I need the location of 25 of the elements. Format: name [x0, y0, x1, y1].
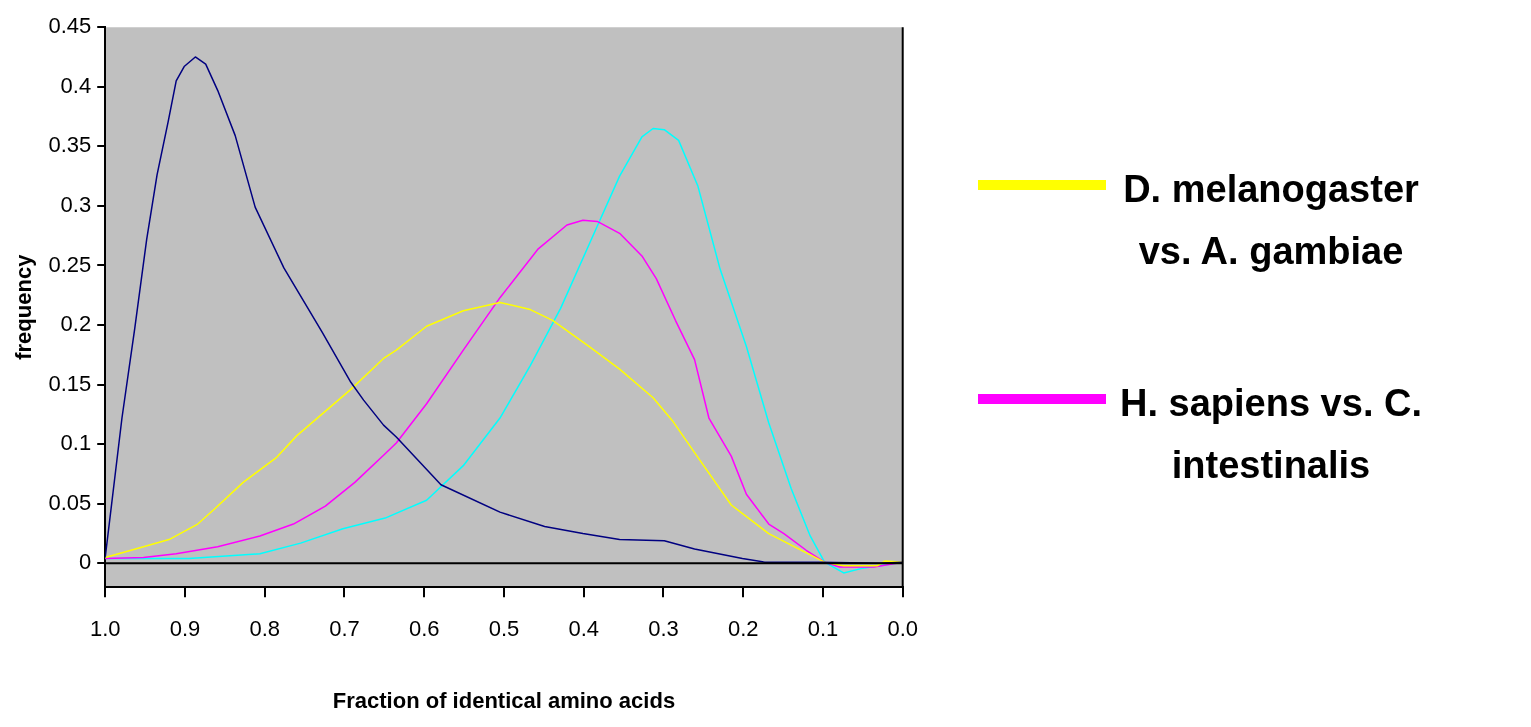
- x-tick-label: 0.2: [727, 616, 759, 642]
- y-tick-label: 0.05: [48, 489, 92, 515]
- legend-label: H. sapiens vs. C. intestinalis: [1119, 381, 1423, 488]
- x-tick-label: 0.6: [408, 616, 440, 642]
- x-tick-label: 0.3: [648, 616, 679, 642]
- x-tick-label: 0.5: [488, 616, 520, 642]
- y-tick-label: 0.1: [60, 430, 92, 456]
- x-axis-title: Fraction of identical amino acids: [332, 687, 676, 713]
- x-tick-label: 0.1: [807, 616, 839, 642]
- y-tick-label: 0.45: [48, 13, 92, 39]
- y-tick-label: 0.25: [48, 251, 92, 277]
- y-tick-label: 0.3: [60, 191, 92, 217]
- x-tick-label: 0.0: [887, 616, 919, 642]
- y-tick-label: 0.15: [48, 370, 92, 396]
- x-tick-label: 0.4: [568, 616, 600, 642]
- y-tick-label: 0.35: [48, 132, 92, 158]
- y-tick-label: 0: [78, 549, 92, 575]
- x-tick-label: 1.0: [89, 616, 121, 642]
- y-axis-title: frequency: [11, 253, 37, 360]
- x-tick-label: 0.7: [329, 616, 360, 642]
- y-tick-label: 0.2: [60, 311, 92, 337]
- y-tick-label: 0.4: [60, 72, 92, 98]
- x-tick-label: 0.9: [169, 616, 201, 642]
- x-tick-label: 0.8: [249, 616, 281, 642]
- legend-label: D. melanogaster vs. A. gambiae: [1122, 167, 1420, 274]
